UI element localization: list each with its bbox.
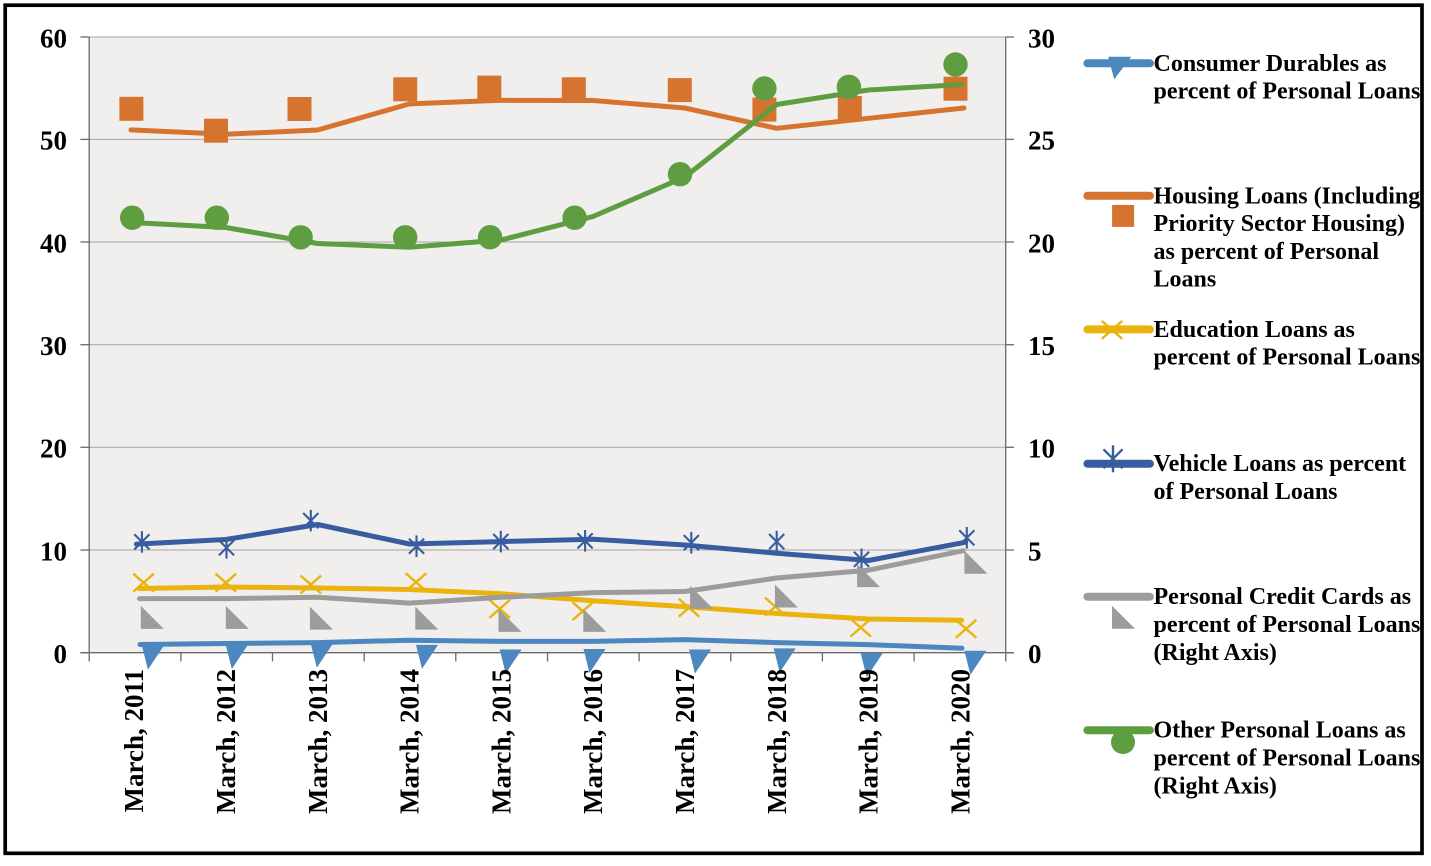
svg-text:Priority Sector Housing): Priority Sector Housing) bbox=[1154, 211, 1406, 237]
svg-text:50: 50 bbox=[40, 126, 67, 156]
svg-text:March, 2015: March, 2015 bbox=[486, 669, 516, 814]
svg-text:March, 2019: March, 2019 bbox=[854, 669, 884, 814]
svg-text:0: 0 bbox=[54, 639, 68, 669]
svg-text:March, 2016: March, 2016 bbox=[578, 669, 608, 814]
svg-text:10: 10 bbox=[40, 536, 67, 566]
svg-text:30: 30 bbox=[40, 331, 67, 361]
svg-text:10: 10 bbox=[1028, 434, 1055, 464]
svg-text:percent of Personal Loans: percent of Personal Loans bbox=[1154, 746, 1421, 772]
svg-text:20: 20 bbox=[40, 434, 67, 464]
svg-text:Loans: Loans bbox=[1154, 267, 1217, 293]
svg-text:Other Personal Loans as: Other Personal Loans as bbox=[1154, 718, 1406, 744]
svg-text:30: 30 bbox=[1028, 23, 1055, 53]
svg-text:5: 5 bbox=[1028, 536, 1042, 566]
svg-text:Education Loans as: Education Loans as bbox=[1154, 317, 1355, 343]
svg-text:March, 2013: March, 2013 bbox=[303, 669, 333, 814]
svg-text:Consumer Durables as: Consumer Durables as bbox=[1154, 51, 1387, 77]
svg-text:15: 15 bbox=[1028, 331, 1055, 361]
svg-text:Personal Credit Cards as: Personal Credit Cards as bbox=[1154, 584, 1412, 610]
svg-text:0: 0 bbox=[1028, 639, 1042, 669]
svg-text:March, 2011: March, 2011 bbox=[119, 669, 149, 813]
svg-text:percent of Personal Loans: percent of Personal Loans bbox=[1154, 345, 1421, 371]
svg-text:25: 25 bbox=[1028, 126, 1055, 156]
svg-text:20: 20 bbox=[1028, 228, 1055, 258]
svg-text:March, 2014: March, 2014 bbox=[395, 669, 425, 814]
svg-text:percent of Personal Loans: percent of Personal Loans bbox=[1154, 79, 1421, 105]
svg-text:March, 2018: March, 2018 bbox=[762, 669, 792, 814]
svg-text:60: 60 bbox=[40, 23, 67, 53]
svg-text:of Personal Loans: of Personal Loans bbox=[1154, 479, 1338, 505]
svg-text:40: 40 bbox=[40, 228, 67, 258]
svg-text:March, 2012: March, 2012 bbox=[211, 669, 241, 814]
svg-text:Housing Loans (Including: Housing Loans (Including bbox=[1154, 183, 1421, 209]
svg-text:Vehicle Loans as percent: Vehicle Loans as percent bbox=[1154, 451, 1407, 477]
svg-text:percent of Personal Loans: percent of Personal Loans bbox=[1154, 612, 1421, 638]
svg-text:as percent of Personal: as percent of Personal bbox=[1154, 239, 1380, 265]
svg-text:March, 2020: March, 2020 bbox=[945, 669, 975, 814]
svg-text:(Right Axis): (Right Axis) bbox=[1154, 640, 1277, 666]
svg-text:March, 2017: March, 2017 bbox=[670, 669, 700, 814]
svg-text:(Right Axis): (Right Axis) bbox=[1154, 773, 1277, 799]
